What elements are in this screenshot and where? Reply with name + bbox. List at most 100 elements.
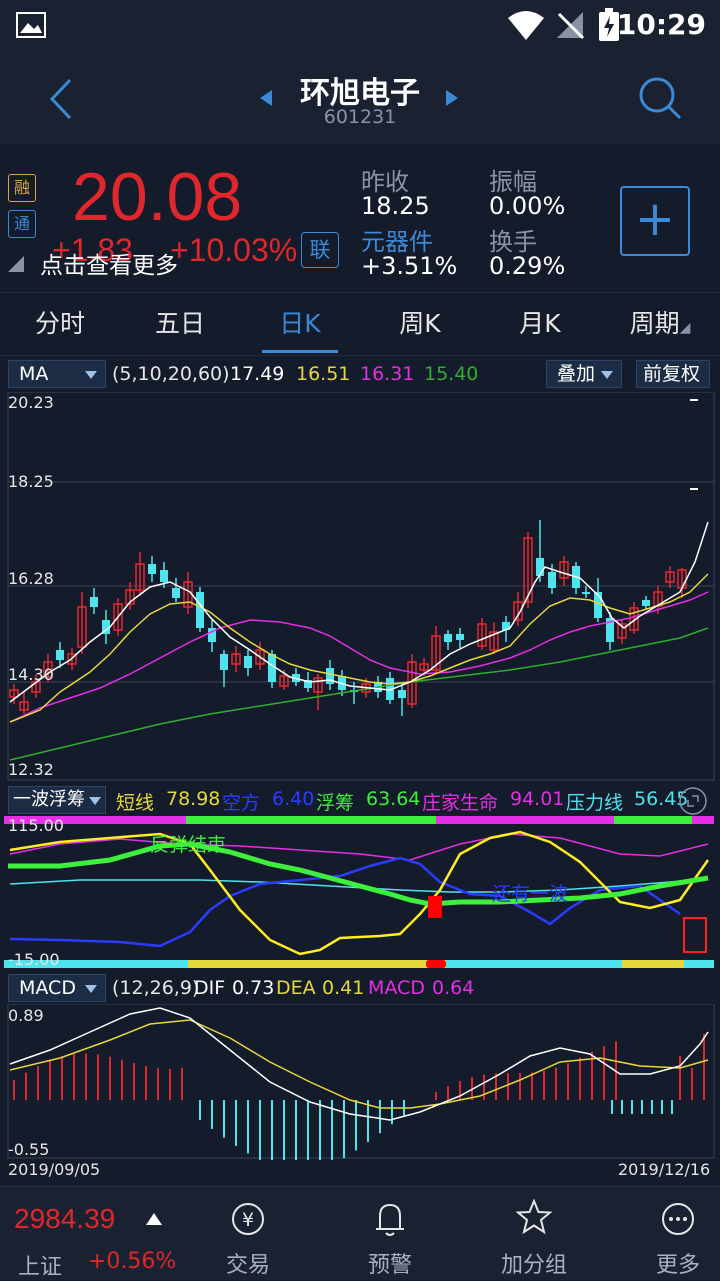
svg-text:¥: ¥	[242, 1209, 254, 1231]
ma5-value: 17.49	[230, 363, 285, 385]
candle-up	[477, 623, 487, 647]
chart-tabs: 分时 五日 日K 周K 月K 周期◢	[0, 292, 720, 356]
index-value[interactable]: 2984.39	[14, 1203, 116, 1234]
gallery-icon	[16, 12, 46, 38]
candle-up	[617, 623, 627, 639]
empty-side-value: 6.40	[272, 788, 315, 810]
stock-name: 环旭电子	[300, 76, 420, 111]
chart-end-date: 2019/12/16	[618, 1160, 711, 1179]
ma10-line	[9, 573, 709, 723]
macd-max-label: 0.89	[8, 1006, 44, 1025]
signal-bar	[428, 896, 442, 918]
candle-up	[113, 603, 123, 631]
kline-chart[interactable]	[0, 392, 720, 782]
amplitude-label: 振幅	[489, 168, 537, 196]
nav-more[interactable]: 更多	[606, 1187, 720, 1281]
turnover-label: 换手	[489, 228, 537, 256]
candle-up	[255, 649, 265, 665]
one-more-wave-annotation: 还有一波	[492, 883, 569, 905]
candle-up	[513, 601, 523, 621]
prev-stock-icon[interactable]	[258, 88, 274, 108]
nav-alert-label: 预警	[367, 1253, 412, 1278]
float-line	[8, 841, 709, 907]
ma20-value: 16.31	[360, 363, 415, 385]
candle-up	[19, 701, 29, 711]
candle-down	[548, 572, 556, 588]
candle-down	[102, 620, 110, 634]
wave-top-band-green	[614, 816, 692, 824]
related-button[interactable]: 联	[301, 232, 339, 268]
quote-panel: 融 通 20.08 +1.83 +10.03% 点击查看更多 联 昨收 18.2…	[0, 144, 720, 292]
tab-monthly-k[interactable]: 月K	[519, 309, 561, 338]
price-tick-top: 20.23	[8, 393, 54, 412]
nav-more-label: 更多	[655, 1253, 700, 1278]
dif-line	[9, 1007, 709, 1121]
ma10-value: 16.51	[296, 363, 351, 385]
amplitude-value: 0.00%	[489, 192, 566, 220]
candle-down	[594, 592, 602, 618]
nav-trade[interactable]: ¥ 交易	[176, 1187, 320, 1281]
view-more-link[interactable]: 点击查看更多	[40, 253, 178, 279]
wave-bottom-band-yellow	[622, 960, 684, 968]
ma5-line	[9, 521, 709, 703]
tab-five-day[interactable]: 五日	[154, 309, 205, 338]
candle-down	[56, 650, 64, 660]
wave-indicator-dropdown[interactable]: 一波浮筹	[8, 786, 106, 814]
empty-side-label: 空方	[222, 792, 261, 814]
tab-intraday[interactable]: 分时	[34, 309, 85, 338]
price-tick-2: 18.25	[8, 472, 54, 491]
candle-down	[148, 564, 156, 574]
candle-up	[665, 571, 675, 583]
prev-close-value: 18.25	[361, 192, 430, 220]
candle-down	[642, 600, 650, 606]
candle-up	[419, 663, 429, 671]
nav-trade-label: 交易	[225, 1253, 270, 1278]
candle-down	[208, 628, 216, 642]
short-line-value: 78.98	[166, 788, 221, 810]
ma-indicator-dropdown[interactable]: MA	[8, 360, 106, 388]
tab-daily-k[interactable]: 日K	[240, 293, 360, 355]
tab-weekly-k[interactable]: 周K	[399, 309, 441, 338]
macd-label: MACD	[368, 977, 425, 999]
candle-down	[196, 592, 204, 628]
candle-down	[326, 668, 334, 684]
adjust-button[interactable]: 前复权	[636, 360, 710, 388]
candle-down	[456, 634, 464, 640]
index-name: 上证	[18, 1255, 63, 1280]
sector-change: +3.51%	[361, 252, 458, 280]
macd-indicator-dropdown[interactable]: MACD	[8, 974, 106, 1002]
index-up-arrow-icon	[146, 1213, 162, 1225]
pressure-value: 56.45	[634, 788, 689, 810]
candle-up	[279, 675, 289, 687]
tab-period[interactable]: 周期◢	[600, 293, 720, 355]
chart-start-date: 2019/09/05	[8, 1160, 101, 1179]
dea-line	[9, 1019, 709, 1109]
candle-down	[172, 588, 180, 598]
wave-chart[interactable]	[0, 814, 720, 972]
candle-down	[582, 592, 590, 594]
price-tick-4: 14.30	[8, 665, 54, 684]
sector-label[interactable]: 元器件	[361, 228, 433, 256]
add-watchlist-button[interactable]: +	[620, 186, 690, 256]
overlay-dropdown[interactable]: 叠加	[546, 360, 622, 388]
nav-add-group[interactable]: 加分组	[462, 1187, 606, 1281]
back-icon[interactable]	[46, 76, 76, 122]
macd-params: (12,26,9)	[112, 977, 200, 999]
bottom-bar: 2984.39 上证 +0.56% ¥ 交易 预警 加分组 更多	[0, 1186, 720, 1280]
candle-down	[160, 570, 168, 582]
next-stock-icon[interactable]	[444, 88, 460, 108]
search-icon[interactable]	[638, 76, 682, 120]
nav-add-group-label: 加分组	[500, 1253, 567, 1278]
price-change: +1.83	[52, 232, 133, 268]
candle-down	[268, 654, 276, 682]
candle-down	[90, 597, 98, 607]
candle-up	[523, 537, 533, 603]
candle-down	[606, 618, 614, 642]
macd-chart[interactable]	[0, 1004, 720, 1160]
expand-indicator-icon[interactable]	[678, 786, 708, 816]
nav-alert[interactable]: 预警	[318, 1187, 462, 1281]
wave-top-band-green	[186, 816, 436, 824]
dea-value: 0.41	[322, 977, 365, 999]
ma-indicator-label: MA	[19, 363, 49, 385]
status-bar: 10:29	[0, 0, 720, 52]
